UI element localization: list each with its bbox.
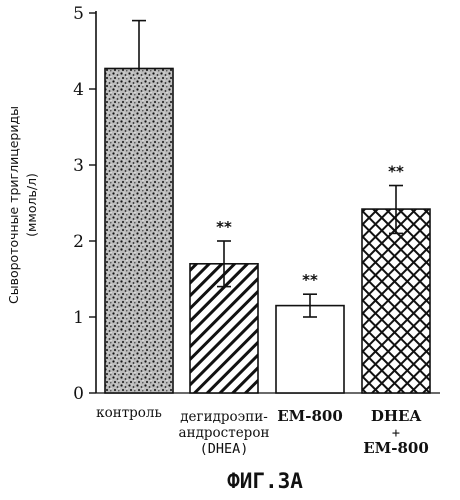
y-tick-label: 1 <box>73 308 84 328</box>
y-tick-label: 0 <box>73 384 84 404</box>
category-label-2-line-1: дегидроэпи- <box>180 409 268 425</box>
category-label-4-line-3: EM-800 <box>363 439 429 457</box>
y-tick-label: 3 <box>73 156 84 176</box>
y-axis-label-line2: (ммоль/л) <box>24 173 39 237</box>
y-axis-label: Сывороточные триглицериды (ммоль/л) <box>6 106 39 304</box>
figure-caption: ФИГ.3А <box>227 469 303 493</box>
significance-marker-4: ** <box>388 163 404 181</box>
category-label-3-line-1: EM-800 <box>277 407 343 425</box>
y-tick-label: 2 <box>73 232 84 252</box>
bar-3 <box>276 306 344 393</box>
y-axis-label-line1: Сывороточные триглицериды <box>6 106 21 304</box>
bar-4 <box>362 209 430 393</box>
y-tick-label: 5 <box>73 4 84 24</box>
significance-marker-3: ** <box>302 271 318 289</box>
category-label-2-line-3: (DHEA) <box>200 441 249 457</box>
bar-1 <box>105 68 173 393</box>
category-label-1-line-1: контроль <box>96 405 162 421</box>
significance-marker-2: ** <box>216 218 232 236</box>
plot-area: 0 1 2 3 4 5 контроль ** дегидроэпи-андростерон(D… <box>73 4 440 457</box>
category-label-2-line-2: андростерон <box>179 425 270 441</box>
category-label-4-line-1: DHEA <box>371 407 422 425</box>
y-tick-label: 4 <box>73 80 84 100</box>
